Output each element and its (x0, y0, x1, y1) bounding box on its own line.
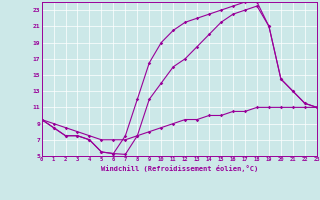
X-axis label: Windchill (Refroidissement éolien,°C): Windchill (Refroidissement éolien,°C) (100, 165, 258, 172)
